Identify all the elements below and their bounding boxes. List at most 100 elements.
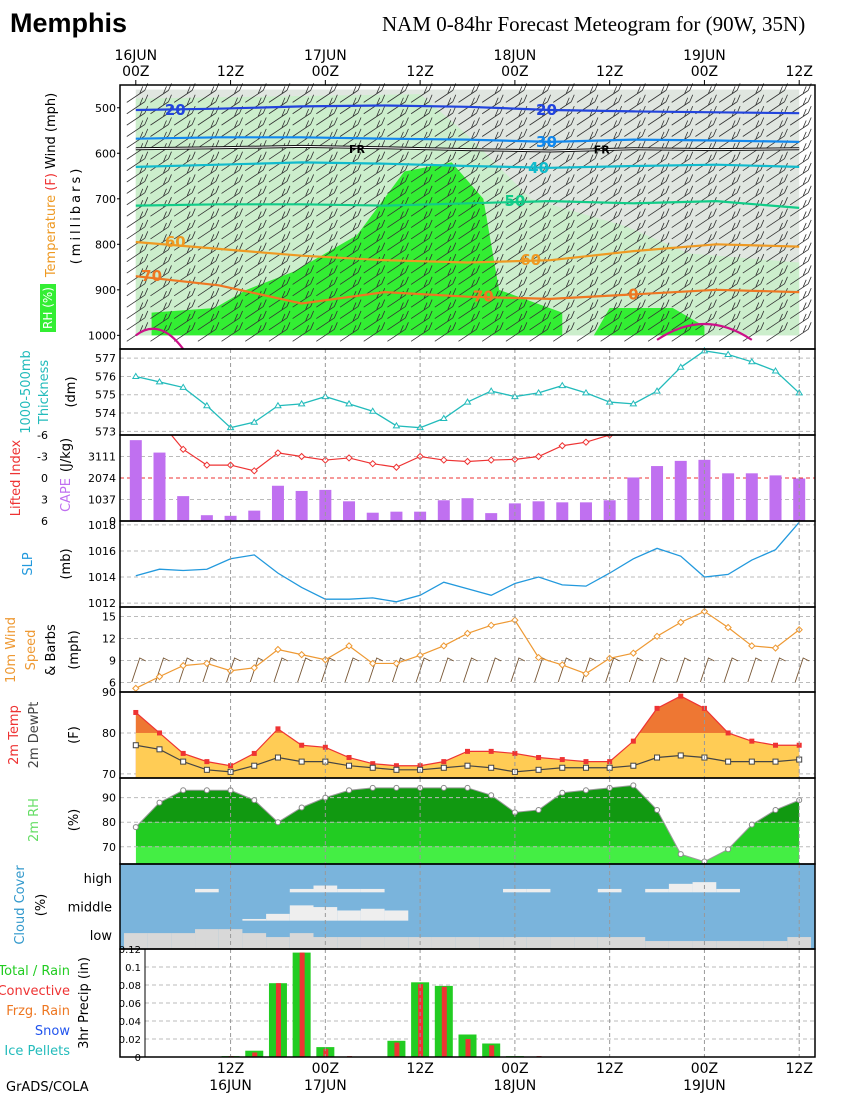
cloud-cell-high bbox=[526, 888, 551, 893]
wind-barb bbox=[268, 242, 291, 263]
dewpoint-point bbox=[156, 746, 163, 753]
cape-bar bbox=[153, 452, 166, 521]
wind-barb bbox=[481, 276, 504, 297]
precip-convective-bar bbox=[323, 1048, 329, 1057]
wind-barb bbox=[505, 322, 528, 342]
thickness-point bbox=[558, 381, 567, 389]
dewpoint-point bbox=[654, 754, 661, 761]
cloud-label: Cloud Cover bbox=[13, 865, 28, 945]
thickness-point bbox=[724, 350, 733, 357]
wind-barb bbox=[458, 128, 480, 149]
wind-barb bbox=[245, 219, 267, 240]
surface-barb bbox=[391, 657, 407, 683]
temp-tick: 90 bbox=[102, 686, 116, 699]
wind-barb bbox=[789, 322, 812, 342]
wind-barb bbox=[197, 185, 220, 206]
cloud-cell-high bbox=[597, 888, 622, 893]
wind-barb bbox=[292, 288, 315, 308]
cloud-level-high: high bbox=[84, 872, 112, 887]
surface-barb bbox=[723, 657, 739, 683]
wind-barb bbox=[292, 310, 315, 331]
wind-barb bbox=[173, 185, 196, 206]
wind-barb bbox=[600, 276, 623, 297]
dewpoint-point bbox=[725, 758, 732, 765]
wind-barb bbox=[671, 219, 694, 240]
cape-bar bbox=[414, 511, 427, 521]
wind-barb bbox=[339, 231, 362, 251]
time-label-top-date: 19JUN bbox=[683, 48, 726, 64]
thickness-label-2: Thickness bbox=[37, 360, 52, 425]
wind-barb bbox=[576, 265, 599, 285]
wind-barb bbox=[718, 208, 741, 228]
time-label-top-hour: 12Z bbox=[596, 64, 623, 80]
wind-barb bbox=[434, 219, 457, 240]
wind-barb bbox=[197, 310, 220, 331]
wind-barb bbox=[671, 310, 694, 331]
contour-label-FR: FR bbox=[594, 144, 611, 157]
cloud-cell-high bbox=[668, 883, 693, 893]
wind-barb bbox=[292, 162, 315, 183]
cape-tick: 3111 bbox=[88, 451, 116, 464]
time-label-top-hour: 12Z bbox=[217, 64, 244, 80]
cloud-low-cell bbox=[123, 933, 148, 949]
cape-bar bbox=[248, 510, 261, 521]
rh-point bbox=[582, 787, 589, 794]
dewpoint-label: 2m DewPt bbox=[27, 702, 42, 769]
wind-barb bbox=[363, 322, 386, 342]
wind-barb bbox=[434, 231, 457, 251]
wind-barb bbox=[268, 322, 291, 342]
wind-barb bbox=[316, 231, 338, 251]
wind-speed-point bbox=[677, 618, 685, 627]
wind-barb bbox=[624, 322, 646, 342]
wind-barb bbox=[268, 265, 291, 285]
wind-barb bbox=[481, 151, 504, 171]
pressure-tick: 900 bbox=[95, 284, 116, 297]
wind-barb bbox=[316, 117, 338, 137]
surface-barb bbox=[273, 657, 289, 683]
lifted-index-tick: -3 bbox=[37, 451, 48, 464]
temp-point bbox=[180, 750, 186, 756]
wind-barb bbox=[695, 174, 717, 194]
cloud-low-cell bbox=[242, 933, 267, 949]
wind-barb bbox=[363, 231, 386, 251]
cloud-cell-high bbox=[289, 888, 314, 893]
rh-tick: 90 bbox=[102, 792, 116, 805]
wind-barb bbox=[339, 265, 362, 285]
cloud-cell-middle bbox=[289, 905, 314, 921]
wind-barb bbox=[150, 208, 172, 228]
surface-barb bbox=[557, 657, 573, 683]
temp-contour-30 bbox=[135, 136, 800, 144]
wind-barb bbox=[434, 208, 457, 228]
wind-barb bbox=[766, 219, 788, 240]
wind-barb bbox=[529, 174, 551, 194]
temp-label: 2m Temp bbox=[7, 705, 22, 765]
wind-barb bbox=[197, 322, 220, 342]
time-label-bottom-date: 17JUN bbox=[304, 1078, 347, 1094]
wind-barb bbox=[766, 151, 788, 171]
wind-barb bbox=[695, 128, 717, 149]
wind-barb bbox=[126, 265, 149, 285]
wind-barb bbox=[173, 322, 196, 342]
wind-barb bbox=[339, 117, 362, 137]
wind-barb bbox=[695, 219, 717, 240]
wind-tick: 6 bbox=[109, 676, 116, 689]
wind-barb bbox=[387, 310, 409, 331]
temp-contour-40 bbox=[135, 161, 800, 169]
precip-convective-bar bbox=[275, 983, 281, 1057]
wind-barb bbox=[576, 322, 599, 342]
wind-barb bbox=[150, 185, 172, 206]
wind-barb bbox=[150, 94, 172, 115]
wind-barb bbox=[245, 310, 267, 331]
wind-barb bbox=[316, 151, 338, 171]
time-label-top-hour: 00Z bbox=[501, 64, 528, 80]
cape-bar bbox=[461, 498, 474, 521]
cloud-low-cell bbox=[171, 933, 196, 949]
wind-barb bbox=[766, 322, 788, 342]
surface-barb bbox=[510, 657, 526, 683]
wind-barb bbox=[481, 174, 504, 194]
cloud-low-cell bbox=[763, 941, 788, 949]
temp-tick: 70 bbox=[102, 768, 116, 781]
wind-barb bbox=[647, 265, 670, 285]
wind-label: Wind (mph) bbox=[44, 93, 59, 169]
wind-barb bbox=[316, 174, 338, 194]
